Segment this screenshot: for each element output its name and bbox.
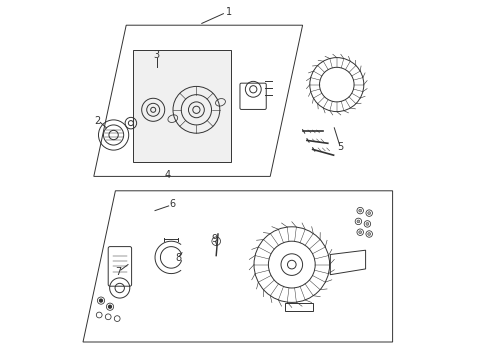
Text: 5: 5: [338, 141, 344, 152]
Circle shape: [359, 231, 362, 234]
Circle shape: [99, 299, 102, 302]
Circle shape: [357, 220, 360, 223]
Circle shape: [366, 222, 369, 225]
Text: 9: 9: [212, 234, 218, 244]
Polygon shape: [133, 50, 231, 162]
Circle shape: [368, 212, 370, 215]
Circle shape: [368, 233, 370, 235]
Circle shape: [109, 305, 111, 308]
Text: 4: 4: [165, 170, 171, 180]
Circle shape: [359, 209, 362, 212]
Text: 7: 7: [115, 267, 121, 277]
Text: 8: 8: [175, 253, 181, 263]
Text: 6: 6: [169, 199, 175, 210]
Text: 2: 2: [94, 116, 100, 126]
Text: 3: 3: [154, 50, 160, 60]
Text: 1: 1: [226, 6, 232, 17]
